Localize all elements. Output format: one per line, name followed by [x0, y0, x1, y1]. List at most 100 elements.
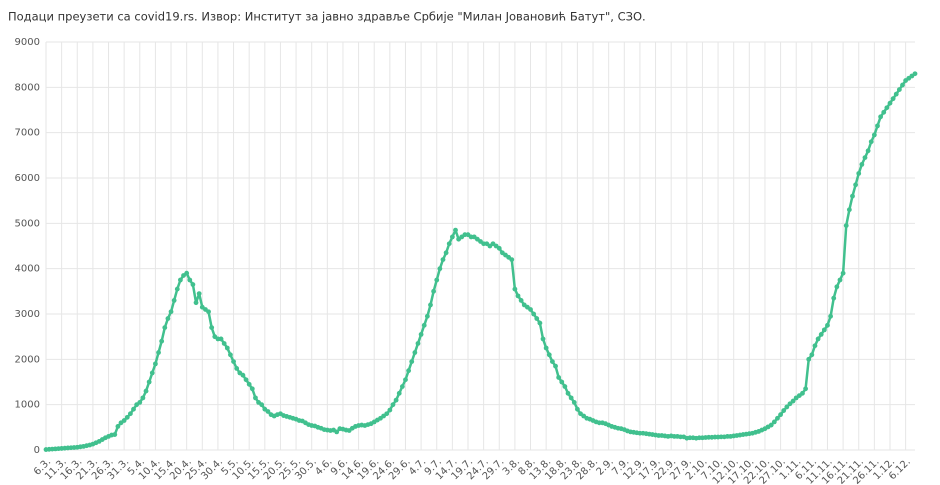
- point: [165, 316, 171, 321]
- point: [787, 401, 793, 407]
- point: [806, 356, 812, 362]
- point: [446, 241, 452, 247]
- y-tick-label: 1000: [15, 400, 40, 411]
- point: [800, 390, 805, 396]
- point: [209, 325, 215, 330]
- point: [403, 377, 408, 383]
- point: [546, 352, 552, 358]
- point: [803, 386, 808, 392]
- point: [518, 298, 524, 303]
- y-tick-label: 6000: [15, 173, 40, 184]
- point: [549, 359, 555, 364]
- y-tick-label: 4000: [15, 264, 40, 275]
- point: [809, 352, 815, 358]
- point: [890, 96, 896, 102]
- point: [900, 82, 905, 88]
- point: [818, 332, 824, 337]
- point: [840, 270, 846, 276]
- point: [440, 257, 446, 262]
- point: [875, 123, 880, 129]
- point: [224, 345, 230, 351]
- point: [190, 282, 196, 287]
- y-tick-label: 3000: [15, 309, 40, 320]
- point: [568, 395, 574, 401]
- point: [249, 386, 255, 392]
- point: [409, 359, 415, 364]
- point: [775, 415, 780, 421]
- point: [228, 352, 233, 358]
- point: [143, 388, 149, 394]
- chart-title: Подаци преузети са covid19.rs. Извор: Ин…: [8, 10, 646, 24]
- point: [159, 338, 165, 344]
- point: [843, 223, 849, 229]
- point: [387, 407, 393, 413]
- point: [437, 266, 443, 272]
- point: [421, 322, 427, 328]
- point: [334, 429, 340, 435]
- point: [784, 404, 790, 410]
- line: [45, 72, 916, 451]
- point: [131, 406, 136, 412]
- point: [553, 363, 558, 369]
- point: [384, 411, 390, 417]
- point: [124, 414, 130, 420]
- point: [396, 390, 402, 396]
- point: [174, 286, 180, 292]
- point: [528, 307, 533, 312]
- point: [896, 87, 902, 92]
- point: [193, 300, 199, 306]
- point: [540, 336, 546, 342]
- point: [515, 293, 521, 299]
- point: [431, 288, 437, 294]
- y-tick-label: 9000: [15, 37, 40, 48]
- point: [434, 277, 440, 283]
- point: [825, 322, 830, 328]
- point: [559, 379, 565, 385]
- point: [853, 182, 859, 188]
- point: [121, 418, 127, 423]
- point: [231, 359, 236, 364]
- point: [831, 295, 837, 301]
- point: [187, 277, 193, 283]
- point: [543, 345, 549, 351]
- point: [424, 313, 430, 319]
- point: [565, 390, 571, 396]
- point: [846, 207, 852, 213]
- point: [412, 350, 418, 355]
- y-tick-label: 5000: [15, 218, 40, 229]
- y-tick-label: 7000: [15, 128, 40, 139]
- point: [443, 250, 449, 256]
- point: [834, 284, 840, 290]
- point: [893, 91, 899, 97]
- point: [781, 408, 787, 413]
- point: [153, 361, 158, 367]
- point: [871, 132, 877, 138]
- point: [821, 327, 827, 333]
- point: [137, 400, 143, 405]
- point: [246, 381, 252, 387]
- point: [259, 402, 265, 408]
- y-tick-label: 8000: [15, 82, 40, 93]
- point: [112, 432, 118, 437]
- point: [156, 350, 161, 355]
- point: [453, 227, 458, 233]
- point: [253, 395, 258, 401]
- point: [815, 336, 821, 342]
- point: [862, 155, 868, 161]
- point: [556, 375, 562, 380]
- point: [856, 171, 862, 176]
- point: [778, 412, 783, 418]
- point: [509, 257, 515, 262]
- y-tick-label: 2000: [15, 354, 40, 365]
- point: [196, 291, 202, 296]
- point: [571, 400, 577, 405]
- point: [531, 311, 537, 317]
- point: [837, 277, 843, 283]
- point: [812, 343, 818, 349]
- point: [865, 148, 871, 154]
- point: [884, 105, 890, 111]
- point: [184, 270, 190, 276]
- point: [534, 316, 540, 321]
- point: [828, 313, 834, 319]
- point: [406, 368, 412, 374]
